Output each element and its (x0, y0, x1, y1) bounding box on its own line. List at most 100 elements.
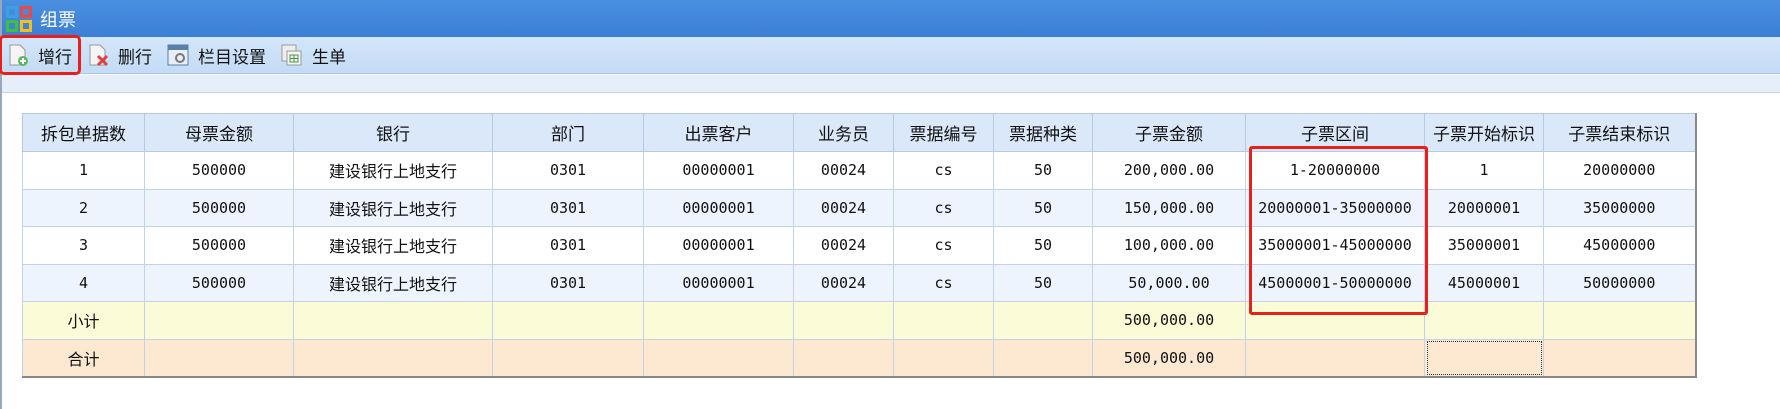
table-cell[interactable] (144, 301, 294, 340)
table-cell[interactable] (793, 301, 894, 340)
table-cell[interactable]: 150,000.00 (1092, 188, 1246, 227)
table-cell[interactable] (1543, 338, 1696, 377)
column-header[interactable]: 子票开始标识 (1424, 113, 1544, 152)
table-cell[interactable]: 0301 (492, 263, 644, 302)
table-cell[interactable] (993, 301, 1093, 340)
column-header[interactable]: 部门 (492, 113, 644, 152)
table-cell[interactable]: 0301 (492, 188, 644, 227)
table-cell[interactable]: 0301 (492, 151, 644, 190)
table-row[interactable]: 2 500000 建设银行上地支行 0301 00000001 00024 cs 50 150,… (22, 188, 1696, 227)
table-header: 拆包单据数 母票金额 银行 部门 出票客户 业务员 票据编号 票据种类 子票金额 子票区间 子票开始… (22, 113, 1696, 152)
column-header[interactable]: 子票金额 (1092, 113, 1246, 152)
table-cell[interactable]: 100,000.00 (1092, 226, 1246, 265)
column-settings-icon (166, 43, 190, 67)
delete-row-icon (86, 43, 110, 67)
table-cell[interactable]: 50,000.00 (1092, 263, 1246, 302)
table-cell[interactable]: 00000001 (643, 226, 794, 265)
column-header[interactable]: 子票结束标识 (1543, 113, 1696, 152)
ticket-table: 拆包单据数 母票金额 银行 部门 出票客户 业务员 票据编号 票据种类 子票金额 子票区间 子票开始… (22, 113, 1697, 378)
total-label[interactable]: 合计 (22, 338, 145, 377)
table-cell[interactable] (793, 338, 894, 377)
table-cell[interactable]: 50 (993, 263, 1093, 302)
table-cell[interactable] (643, 338, 794, 377)
total-amount[interactable]: 500,000.00 (1092, 338, 1246, 377)
table-cell[interactable]: 00024 (793, 263, 894, 302)
table-cell[interactable] (293, 338, 493, 377)
table-cell[interactable]: 4 (22, 263, 145, 302)
table-cell[interactable]: 建设银行上地支行 (293, 151, 493, 190)
column-header[interactable]: 出票客户 (643, 113, 794, 152)
table-cell[interactable] (1424, 301, 1544, 340)
table-cell[interactable]: 0301 (492, 226, 644, 265)
add-row-button[interactable]: 增行 (0, 35, 81, 75)
table-cell[interactable]: 500000 (144, 226, 294, 265)
delete-row-button[interactable]: 删行 (82, 38, 158, 72)
column-header[interactable]: 票据编号 (893, 113, 994, 152)
subtotal-amount[interactable]: 500,000.00 (1092, 301, 1246, 340)
table-cell[interactable]: 35000000 (1543, 188, 1696, 227)
table-cell[interactable]: 1-20000000 (1245, 151, 1425, 190)
table-cell[interactable]: cs (893, 226, 994, 265)
table-cell[interactable]: 35000001 (1424, 226, 1544, 265)
table-cell[interactable]: 500000 (144, 188, 294, 227)
table-cell[interactable]: 20000001 (1424, 188, 1544, 227)
table-cell[interactable]: 50 (993, 188, 1093, 227)
table-cell[interactable]: 00024 (793, 151, 894, 190)
table-cell[interactable]: 500000 (144, 151, 294, 190)
table-cell[interactable] (643, 301, 794, 340)
table-cell[interactable]: 45000001 (1424, 263, 1544, 302)
table-cell[interactable]: 00024 (793, 226, 894, 265)
table-cell[interactable]: 500000 (144, 263, 294, 302)
table-row[interactable]: 4 500000 建设银行上地支行 0301 00000001 00024 cs 50 50,0… (22, 263, 1696, 302)
table-cell[interactable]: 00000001 (643, 263, 794, 302)
table-cell[interactable]: 45000000 (1543, 226, 1696, 265)
table-cell[interactable] (144, 338, 294, 377)
app-logo-icon (6, 5, 32, 32)
column-settings-button[interactable]: 栏目设置 (162, 38, 272, 72)
table-cell[interactable] (893, 338, 994, 377)
total-row: 合计 500,000.00 (22, 338, 1696, 377)
table-cell[interactable]: 00000001 (643, 151, 794, 190)
table-cell[interactable]: 50 (993, 226, 1093, 265)
table-cell[interactable]: 00000001 (643, 188, 794, 227)
table-cell[interactable]: 20000000 (1543, 151, 1696, 190)
subtotal-label[interactable]: 小计 (22, 301, 145, 340)
title-bar: 组票 (2, 0, 1780, 37)
table-cell[interactable] (1245, 301, 1425, 340)
table-cell[interactable]: 50000000 (1543, 263, 1696, 302)
table-row[interactable]: 1 500000 建设银行上地支行 0301 00000001 00024 cs 50 200,… (22, 151, 1696, 190)
table-cell[interactable]: 建设银行上地支行 (293, 263, 493, 302)
table-cell[interactable] (1543, 301, 1696, 340)
table-cell[interactable] (1245, 338, 1425, 377)
table-cell[interactable]: 建设银行上地支行 (293, 188, 493, 227)
table-cell[interactable]: 建设银行上地支行 (293, 226, 493, 265)
table-cell[interactable]: 1 (1424, 151, 1544, 190)
add-row-icon (6, 43, 30, 67)
table-cell[interactable] (293, 301, 493, 340)
column-header[interactable]: 子票区间 (1245, 113, 1425, 152)
column-header[interactable]: 业务员 (793, 113, 894, 152)
table-cell[interactable]: 20000001-35000000 (1245, 188, 1425, 227)
column-header[interactable]: 银行 (293, 113, 493, 152)
generate-document-button[interactable]: 生单 (276, 38, 352, 72)
column-header[interactable]: 票据种类 (993, 113, 1093, 152)
table-cell[interactable]: cs (893, 151, 994, 190)
table-cell[interactable]: 00024 (793, 188, 894, 227)
table-cell[interactable] (893, 301, 994, 340)
table-cell[interactable]: 2 (22, 188, 145, 227)
table-cell[interactable]: 3 (22, 226, 145, 265)
table-cell[interactable] (492, 338, 644, 377)
table-cell[interactable] (492, 301, 644, 340)
table-cell[interactable]: 200,000.00 (1092, 151, 1246, 190)
table-cell[interactable] (993, 338, 1093, 377)
table-cell[interactable]: 50 (993, 151, 1093, 190)
table-cell[interactable]: cs (893, 188, 994, 227)
column-header[interactable]: 母票金额 (144, 113, 294, 152)
table-cell[interactable]: 45000001-50000000 (1245, 263, 1425, 302)
column-header[interactable]: 拆包单据数 (22, 113, 145, 152)
table-row[interactable]: 3 500000 建设银行上地支行 0301 00000001 00024 cs 50 100,… (22, 226, 1696, 265)
table-cell[interactable]: 1 (22, 151, 145, 190)
table-cell[interactable]: cs (893, 263, 994, 302)
table-cell[interactable] (1424, 338, 1544, 377)
table-cell[interactable]: 35000001-45000000 (1245, 226, 1425, 265)
